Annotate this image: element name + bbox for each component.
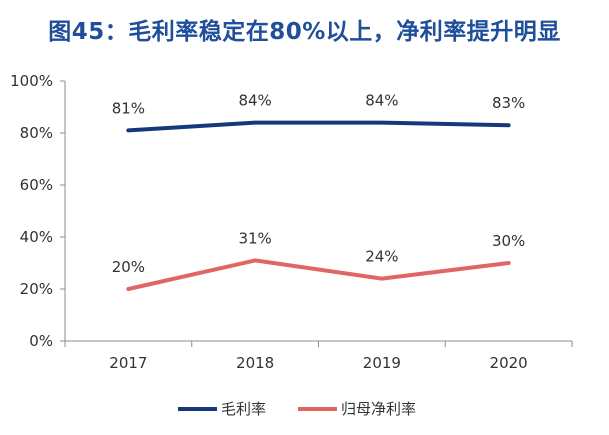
y-tick-label: 100% — [10, 72, 53, 90]
y-tick-label: 60% — [20, 176, 53, 194]
series-line-1 — [126, 258, 511, 291]
axes — [64, 81, 573, 347]
y-ticks: 0% 20% 40% 60% 80% 100% — [10, 72, 65, 350]
x-tick-label: 2017 — [109, 354, 147, 372]
series-lines — [126, 120, 511, 291]
series-line-0 — [126, 120, 511, 133]
y-tick-label: 0% — [29, 332, 53, 350]
legend: 毛利率 归母净利率 — [178, 400, 416, 418]
data-labels: 81% 84% 84% 83% 20% 31% 24% 30% — [112, 92, 526, 276]
data-label: 83% — [492, 94, 525, 112]
x-tick-label: 2020 — [490, 354, 528, 372]
x-tick-label: 2018 — [236, 354, 274, 372]
data-label: 24% — [365, 248, 398, 266]
x-ticks: 2017 2018 2019 2020 — [109, 354, 527, 372]
y-tick-label: 40% — [20, 228, 53, 246]
data-label: 84% — [365, 92, 398, 110]
chart-title: 图45：毛利率稳定在80%以上，净利率提升明显 — [48, 19, 561, 45]
data-label: 81% — [112, 99, 145, 117]
data-label: 31% — [238, 229, 271, 247]
data-label: 20% — [112, 258, 145, 276]
legend-label: 归母净利率 — [341, 400, 416, 418]
data-label: 30% — [492, 232, 525, 250]
y-tick-label: 80% — [20, 124, 53, 142]
legend-label: 毛利率 — [221, 400, 266, 418]
x-tick-label: 2019 — [363, 354, 401, 372]
y-tick-label: 20% — [20, 280, 53, 298]
data-label: 84% — [238, 92, 271, 110]
